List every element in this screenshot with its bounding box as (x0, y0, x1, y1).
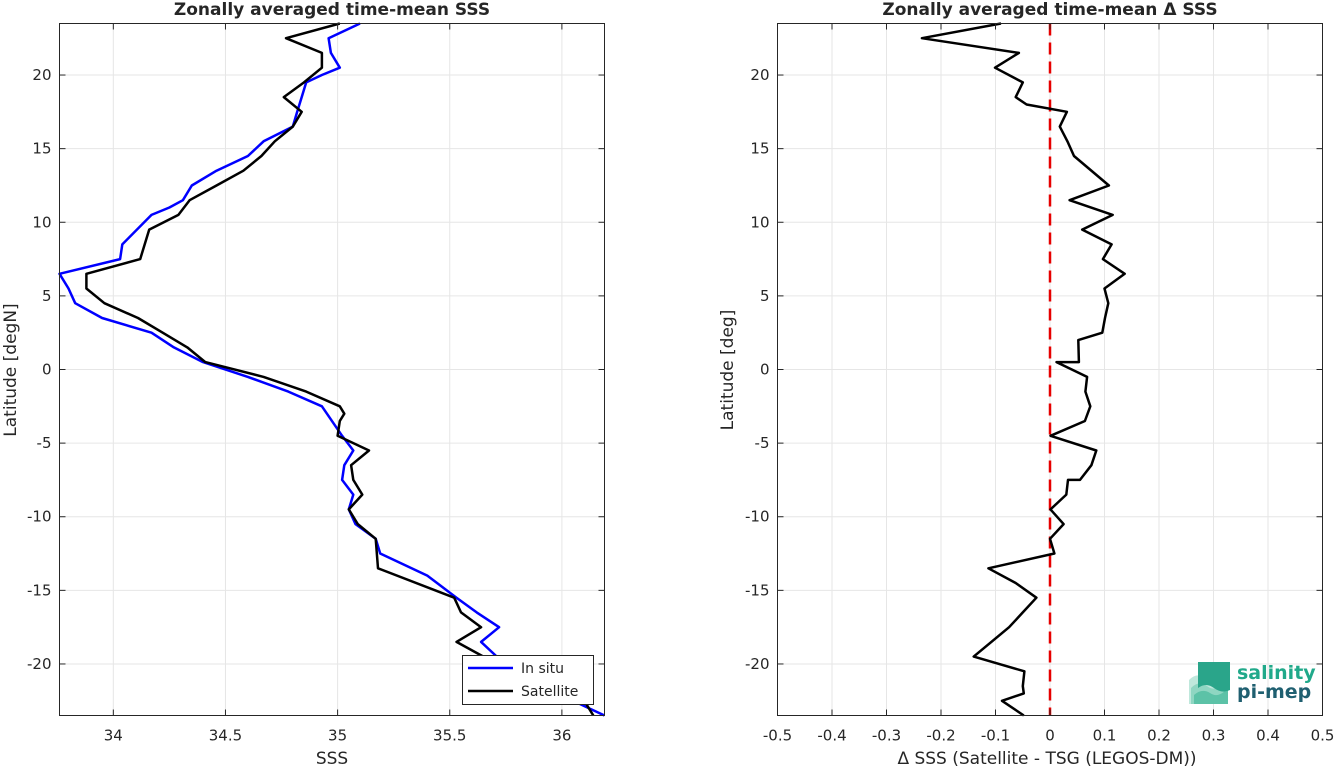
y-tick-label: 5 (42, 287, 52, 305)
legend-box (462, 655, 594, 705)
y-tick-label: -15 (27, 581, 52, 599)
logo-text-salinity: salinity (1237, 662, 1316, 684)
grid (59, 23, 605, 716)
series-line-satellite (85, 22, 595, 717)
y-tick-label: -5 (755, 434, 770, 452)
y-ticks: 20 15 10 5 0 -5 -10 -15 -20 (27, 66, 605, 673)
sss-chart: 34 34.5 35 35.5 36 20 15 10 5 0 -5 -10 -15 -20 Zonal… (1, 0, 606, 769)
x-tick-label: 0.5 (1311, 727, 1335, 745)
legend: In situ Satellite (462, 655, 594, 705)
chart-title: Zonally averaged time-mean Δ SSS (882, 0, 1217, 20)
y-tick-label: 0 (42, 361, 52, 379)
y-tick-label: 5 (760, 287, 770, 305)
y-axis-label: Latitude [deg] (718, 310, 738, 431)
y-tick-label: -10 (27, 508, 52, 526)
y-tick-label: -15 (745, 581, 770, 599)
x-tick-label: -0.1 (981, 727, 1010, 745)
x-tick-label: 0 (1045, 727, 1055, 745)
y-tick-label: 10 (32, 213, 51, 231)
salinity-pi-mep-logo: salinity pi-mep (1189, 662, 1316, 704)
x-tick-label: -0.3 (872, 727, 901, 745)
y-tick-label: 20 (32, 66, 51, 84)
x-axis-label: Δ SSS (Satellite - TSG (LEGOS-DM)) (897, 749, 1196, 769)
y-tick-label: -5 (37, 434, 52, 452)
wave-icon (1189, 662, 1230, 704)
x-ticks: -0.5 -0.4 -0.3 -0.2 -0.1 0 0.1 0.2 0.3 0.4 0.5 (763, 23, 1335, 745)
x-tick-label: 35.5 (433, 727, 466, 745)
series-group (58, 22, 606, 717)
chart-title: Zonally averaged time-mean SSS (174, 0, 490, 20)
x-tick-label: -0.5 (763, 727, 792, 745)
series-line-delta-sss (920, 22, 1126, 717)
y-tick-label: -20 (27, 655, 52, 673)
y-ticks: 20 15 10 5 0 -5 -10 -15 -20 (745, 66, 1323, 673)
legend-label-in-situ: In situ (521, 661, 564, 677)
x-tick-label: 36 (552, 727, 571, 745)
x-axis-label: SSS (316, 749, 348, 769)
y-tick-label: 10 (750, 213, 769, 231)
delta-sss-chart: -0.5 -0.4 -0.3 -0.2 -0.1 0 0.1 0.2 0.3 0.4 0.5 20 1… (718, 0, 1334, 769)
y-tick-label: 15 (32, 140, 51, 158)
y-tick-label: 20 (750, 66, 769, 84)
x-tick-label: 0.1 (1093, 727, 1117, 745)
y-tick-label: 0 (760, 361, 770, 379)
x-tick-label: 35 (328, 727, 347, 745)
x-tick-label: 0.3 (1202, 727, 1226, 745)
x-ticks: 34 34.5 35 35.5 36 (104, 23, 571, 745)
series-line-in-situ (58, 22, 606, 717)
x-tick-label: 34.5 (209, 727, 242, 745)
x-tick-label: -0.2 (926, 727, 955, 745)
y-tick-label: -20 (745, 655, 770, 673)
y-tick-label: -10 (745, 508, 770, 526)
x-tick-label: 0.2 (1147, 727, 1171, 745)
x-tick-label: -0.4 (817, 727, 846, 745)
y-axis-label: Latitude [degN] (1, 303, 21, 436)
series-group (920, 22, 1126, 717)
y-tick-label: 15 (750, 140, 769, 158)
x-tick-label: 34 (104, 727, 123, 745)
x-tick-label: 0.4 (1256, 727, 1280, 745)
legend-label-satellite: Satellite (521, 684, 578, 700)
logo-text-pi-mep: pi-mep (1237, 681, 1311, 703)
